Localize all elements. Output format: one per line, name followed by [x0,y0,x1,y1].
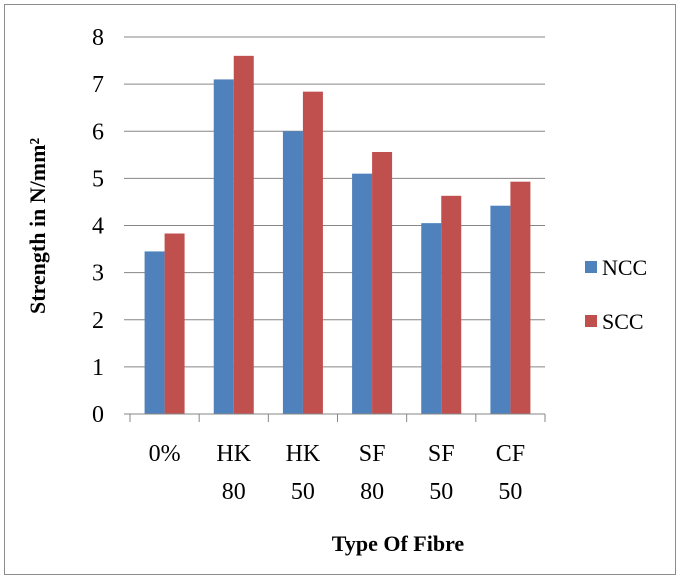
bar-ncc [282,131,303,414]
y-tick-label: 6 [92,119,104,145]
legend-swatch-scc [585,315,597,327]
gridlines [124,36,545,415]
y-tick-label: 2 [92,308,104,334]
x-tick-label: 50 [498,479,522,505]
bar-scc [164,233,185,414]
x-tick-label: 80 [222,479,246,505]
x-tick-label: HK [286,441,321,467]
x-tick-label: 50 [429,479,453,505]
legend-swatch-ncc [585,261,597,273]
bar-scc [372,151,393,415]
x-tick-label: 80 [360,479,384,505]
x-axis-ticks [129,414,546,422]
bar-ncc [352,173,373,414]
x-tick-label: SF [428,441,455,467]
bar-scc [233,55,254,414]
bars [144,55,531,415]
y-tick-label: 0 [92,402,104,428]
y-axis-title: Strength in N/mm² [25,138,50,314]
bar-scc [441,195,462,414]
chart-frame [4,4,676,575]
bar-ncc [421,223,442,414]
legend: NCC SCC [585,255,647,334]
y-axis-tick-labels: 0 1 2 3 4 5 6 7 8 [92,25,104,428]
x-tick-label: 50 [291,479,315,505]
x-tick-label: HK [216,441,251,467]
bar-ncc [213,79,234,414]
x-axis-title: Type Of Fibre [332,531,465,556]
x-tick-label: SF [359,441,386,467]
y-tick-label: 7 [92,72,104,98]
legend-label-scc: SCC [602,309,644,334]
bar-ncc [144,251,165,414]
legend-label-ncc: NCC [602,255,647,280]
y-tick-label: 3 [92,261,104,287]
x-tick-label: 0% [149,441,181,467]
y-tick-label: 1 [92,355,104,381]
bar-scc [302,91,323,414]
y-tick-label: 5 [92,166,104,192]
y-tick-label: 4 [92,214,104,240]
bar-scc [510,181,531,414]
x-axis-tick-labels: 0% HK 80 HK 50 SF 80 SF 50 CF 50 [149,441,526,505]
y-tick-label: 8 [92,25,104,51]
x-tick-label: CF [496,441,525,467]
bar-ncc [490,205,511,414]
